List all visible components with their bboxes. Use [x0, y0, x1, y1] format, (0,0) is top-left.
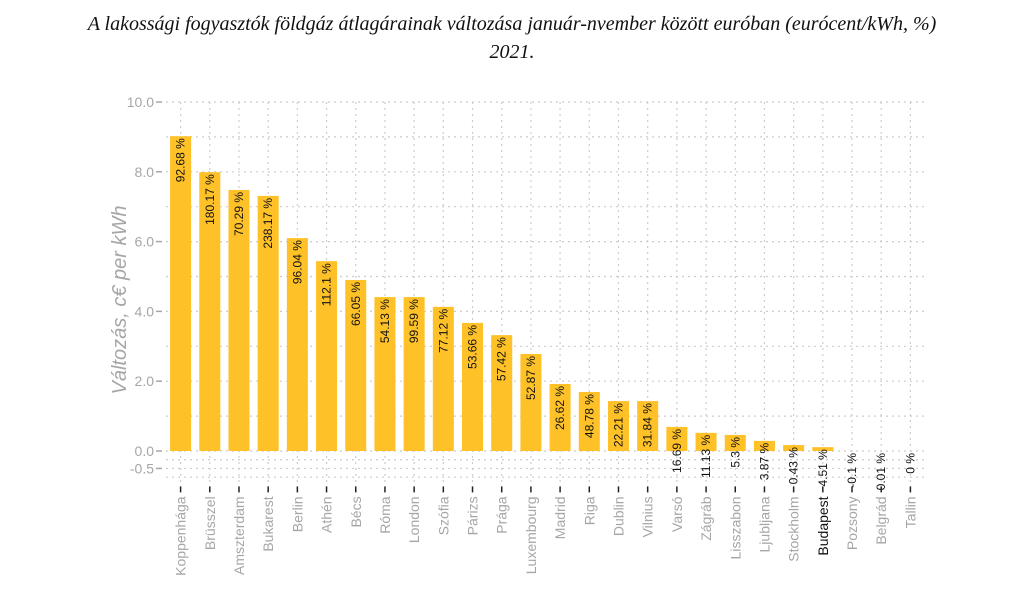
bar	[228, 189, 250, 451]
bar	[345, 279, 367, 451]
bar	[286, 238, 308, 451]
bar	[316, 261, 338, 451]
bar	[578, 392, 600, 451]
y-tick-label: 8.0	[135, 164, 155, 180]
bar-data-label: 22.21 %	[611, 403, 625, 447]
bar-data-label: 26.62 %	[553, 386, 567, 430]
bar	[607, 401, 629, 451]
x-category-label: Luxembourg	[523, 496, 539, 574]
bar-data-label: 16.69 %	[670, 429, 684, 473]
y-tick-label: 10.0	[127, 94, 154, 110]
bar	[637, 401, 659, 451]
bar	[199, 172, 221, 452]
bar-data-label: 99.59 %	[407, 299, 421, 343]
x-category-label: Róma	[377, 496, 393, 534]
x-axis: Koppenhága Brüsszel Amszterdam Bukarest Berl…	[173, 486, 918, 576]
x-category-label: Prága	[494, 496, 510, 534]
x-category-label: Ljubljana	[756, 496, 772, 552]
bars: 92.68 % 180.17 % 70.29 % 238.17 % 96.04 % 112…	[170, 136, 917, 490]
x-category-label: Tallin	[902, 496, 918, 528]
bar-data-label: 31.84 %	[641, 403, 655, 447]
chart-title-line2: 2021.	[489, 41, 535, 63]
bar	[666, 426, 688, 451]
x-category-label: Lisszabon	[727, 496, 743, 559]
y-axis: 10.0 8.0 6.0 4.0 2.0 0.0-0.5	[127, 94, 162, 476]
x-category-label: Bécs	[348, 496, 364, 527]
y-tick-label: 2.0	[135, 373, 155, 389]
x-category-label: Koppenhága	[173, 496, 189, 576]
bar	[812, 447, 834, 451]
x-category-label: Budapest	[815, 496, 831, 555]
bar-data-label: 0.43 %	[787, 447, 801, 485]
bar	[170, 136, 192, 451]
bar	[403, 297, 425, 451]
bar	[257, 195, 279, 451]
bar-data-label: 96.04 %	[290, 240, 304, 284]
x-category-label: Brüsszel	[202, 496, 218, 550]
bar-data-label: 92.68 %	[174, 138, 188, 182]
bar	[432, 306, 454, 451]
bar-data-label: -0.1 %	[845, 453, 859, 488]
chart-title-line1: A lakossági fogyasztók földgáz átlagárai…	[87, 13, 937, 35]
bar-data-label: 180.17 %	[203, 174, 217, 225]
x-category-label: Pozsony	[844, 496, 860, 550]
x-category-label: Athén	[319, 496, 335, 533]
chart-title: A lakossági fogyasztók földgáz átlagárai…	[0, 10, 1024, 66]
bar	[491, 335, 513, 451]
x-category-label: Szófia	[435, 496, 451, 535]
x-category-label: Vilnius	[640, 496, 656, 537]
grid-lines	[166, 101, 925, 483]
x-category-label: Madrid	[552, 496, 568, 539]
y-tick-label: 6.0	[135, 234, 155, 250]
bar	[783, 445, 805, 451]
y-tick-label: 4.0	[135, 303, 155, 319]
bar-data-label: 0 %	[903, 453, 917, 474]
bar-data-label: 52.87 %	[524, 356, 538, 400]
x-category-label: Stockholm	[786, 496, 802, 561]
bar-data-label: 48.78 %	[582, 394, 596, 438]
x-category-label: Belgrád	[873, 496, 889, 544]
bar-data-label: 4.51 %	[816, 449, 830, 487]
bar-data-label: 54.13 %	[378, 299, 392, 343]
y-axis-label: Változás, c€ per kWh	[109, 206, 131, 395]
bar-data-label: 57.42 %	[495, 337, 509, 381]
bar-data-label: 66.05 %	[349, 282, 363, 326]
bar-data-label: 238.17 %	[261, 198, 275, 249]
x-category-label: Riga	[581, 496, 597, 525]
bar-data-label: 112.1 %	[320, 263, 334, 306]
x-category-label: London	[406, 496, 422, 543]
y-tick-label: 0.0	[135, 443, 155, 459]
bar	[549, 383, 571, 451]
x-category-label: Párizs	[465, 496, 481, 535]
bar	[520, 353, 542, 451]
x-category-label: Zágráb	[698, 496, 714, 541]
bar-data-label: 3.87 %	[757, 443, 771, 481]
bar	[724, 434, 746, 451]
bar-data-label: 0.01 %	[874, 453, 888, 491]
bar-data-label: 11.13 %	[699, 435, 713, 478]
x-category-label: Bukarest	[260, 496, 276, 551]
bar	[753, 440, 775, 451]
bar-data-label: 77.12 %	[436, 309, 450, 353]
bar-data-label: 53.66 %	[466, 325, 480, 369]
bar	[374, 297, 396, 451]
x-category-label: Berlin	[289, 496, 305, 532]
bar-data-label: 70.29 %	[232, 192, 246, 236]
y-tick-label: -0.5	[130, 460, 154, 476]
x-category-label: Amszterdam	[231, 496, 247, 575]
x-category-label: Dublin	[610, 496, 626, 536]
bar-data-label: 5.3 %	[728, 437, 742, 468]
bar	[462, 322, 484, 451]
bar	[695, 432, 717, 451]
x-category-label: Varsó	[669, 496, 685, 532]
